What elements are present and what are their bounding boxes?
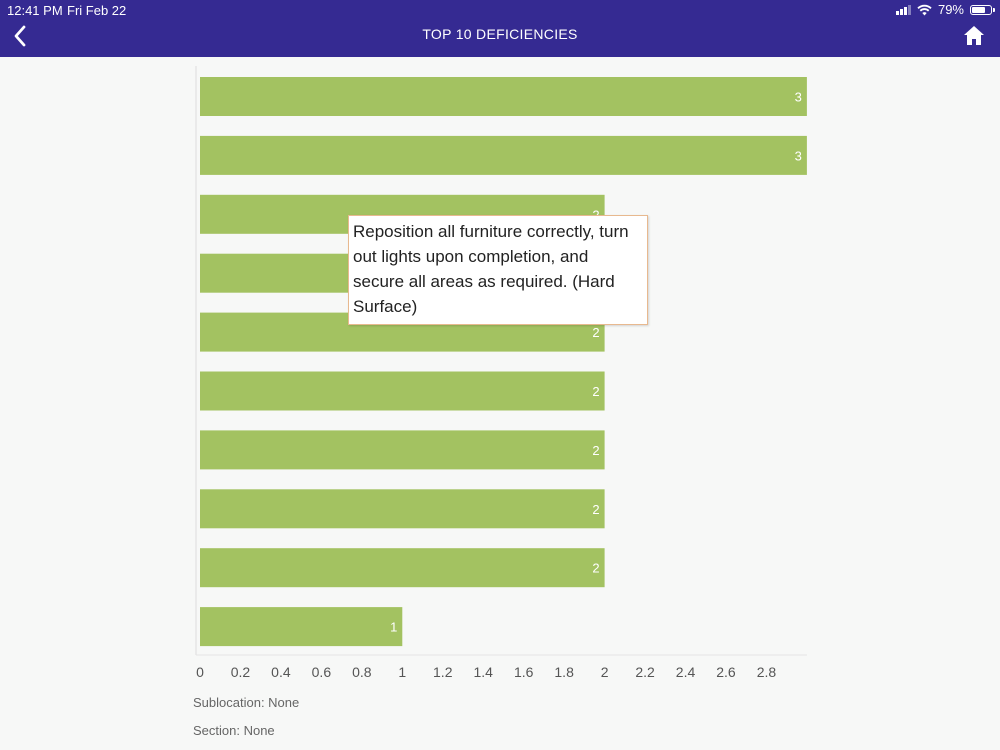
bar[interactable] (200, 607, 403, 647)
cellular-signal-icon (895, 4, 911, 15)
bar-value-label: 2 (592, 384, 599, 399)
x-tick-label: 2.6 (716, 664, 736, 680)
back-button[interactable] (8, 22, 32, 50)
x-tick-label: 1.2 (433, 664, 453, 680)
bar-value-label: 2 (592, 502, 599, 517)
x-tick-label: 1.8 (554, 664, 574, 680)
bar[interactable] (200, 371, 605, 411)
x-tick-label: 0.6 (312, 664, 332, 680)
bar[interactable] (200, 430, 605, 470)
status-time: 12:41 PM (7, 3, 63, 18)
home-button[interactable] (962, 22, 986, 50)
bar[interactable] (200, 77, 807, 116)
x-tick-label: 2 (601, 664, 609, 680)
x-tick-label: 1.6 (514, 664, 534, 680)
x-tick-label: 0.2 (231, 664, 251, 680)
status-bar: 12:41 PM Fri Feb 22 79% (0, 0, 1000, 20)
bar[interactable] (200, 489, 605, 529)
nav-bar: TOP 10 DEFICIENCIES (0, 20, 1000, 57)
bar-value-label: 1 (390, 620, 397, 635)
battery-icon (970, 4, 995, 15)
x-tick-label: 2.4 (676, 664, 696, 680)
x-tick-label: 2.8 (757, 664, 777, 680)
battery-percent: 79% (937, 2, 964, 17)
bar[interactable] (200, 135, 807, 175)
bar-value-label: 2 (592, 443, 599, 458)
bar-value-label: 2 (592, 561, 599, 576)
home-icon (964, 26, 984, 45)
x-tick-label: 1 (398, 664, 406, 680)
x-tick-label: 0.4 (271, 664, 291, 680)
sublocation-label: Sublocation: None (193, 695, 300, 710)
bar-value-label: 2 (592, 207, 599, 222)
tooltip-text: Reposition all furniture correctly, turn… (353, 222, 629, 316)
x-tick-label: 0 (196, 664, 204, 680)
status-indicators: 79% (895, 2, 995, 17)
deficiency-bar-chart: 332222222100.20.40.60.811.21.41.61.822.2… (195, 66, 807, 680)
chart-tooltip: Reposition all furniture correctly, turn… (348, 215, 648, 325)
wifi-icon (917, 4, 932, 15)
bar-value-label: 3 (795, 148, 802, 163)
bar-value-label: 3 (795, 90, 802, 105)
chevron-left-icon (14, 25, 26, 47)
x-tick-label: 0.8 (352, 664, 372, 680)
bar[interactable] (200, 548, 605, 588)
section-label: Section: None (193, 723, 275, 738)
bar-value-label: 2 (592, 325, 599, 340)
x-tick-label: 1.4 (473, 664, 493, 680)
status-date: Fri Feb 22 (67, 3, 127, 18)
page-title: TOP 10 DEFICIENCIES (422, 26, 578, 42)
x-tick-label: 2.2 (635, 664, 655, 680)
